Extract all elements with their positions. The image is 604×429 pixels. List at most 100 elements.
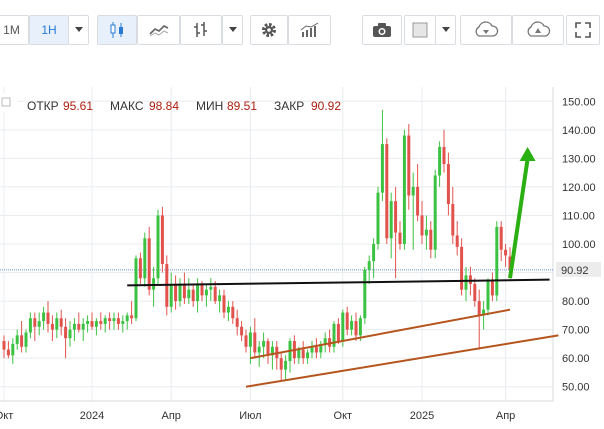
y-tick-label: 50.00 [562, 382, 590, 394]
cloud-download-button[interactable] [460, 15, 512, 45]
candle-body [323, 338, 327, 344]
candle-body [385, 144, 389, 239]
settings-button[interactable] [250, 15, 288, 45]
candle-body [504, 249, 508, 256]
candle-body [464, 275, 468, 290]
candle-body [72, 323, 76, 330]
y-tick-label: 120.00 [562, 182, 596, 194]
x-tick-label: Окт [334, 410, 353, 422]
candle-body [310, 346, 314, 353]
last-price-tag-bg [556, 261, 601, 277]
candle-body [420, 215, 424, 236]
y-tick-label: 130.00 [562, 153, 596, 165]
time-axis: Окт 2024 Апр Июл Окт 2025 Апр [0, 410, 515, 422]
candle-body [363, 269, 367, 319]
bar-chart-button[interactable] [180, 15, 222, 45]
candle-body [152, 278, 156, 290]
screenshot-button[interactable] [362, 15, 402, 45]
candle-body [108, 318, 112, 322]
timeframe-1m-button[interactable]: 1M [0, 15, 29, 45]
y-tick-label: 80.00 [562, 296, 590, 308]
candle-body [336, 323, 340, 342]
y-tick-label: 140.00 [562, 125, 596, 137]
candle-body [380, 144, 384, 193]
candle-body [33, 318, 37, 327]
timeframe-1h-button[interactable]: 1H [29, 15, 69, 45]
candle-body [367, 261, 371, 270]
open-label: ОТКР [27, 99, 59, 113]
open-value: 95.61 [63, 99, 93, 113]
candle-body [231, 306, 235, 319]
candle-body [416, 186, 420, 216]
candle-body [226, 306, 230, 313]
candle-body [147, 238, 151, 290]
candle-body [81, 323, 85, 330]
candle-body [182, 283, 186, 299]
candle-body [253, 332, 257, 353]
fullscreen-icon [575, 22, 591, 38]
candle-body [345, 312, 349, 330]
timeframe-dropdown-button[interactable] [68, 15, 89, 45]
x-tick-label: 2024 [80, 410, 104, 422]
candle-body [77, 323, 81, 330]
candle-body [235, 318, 239, 327]
candles [2, 109, 512, 382]
candle-body [354, 321, 358, 336]
candle-body [301, 349, 305, 359]
trendlines [127, 146, 559, 388]
candle-body [394, 201, 398, 233]
x-tick-label: Июл [239, 410, 261, 422]
candle-body [11, 343, 15, 356]
candle-body [50, 323, 54, 330]
candle-body [204, 289, 208, 296]
price-chart[interactable]: 50.0060.0070.0080.0090.00100.00110.00120… [0, 60, 604, 429]
candle-body [350, 321, 354, 330]
y-tick-label: 60.00 [562, 353, 590, 365]
line-chart-icon [148, 25, 168, 37]
close-value: 90.92 [311, 99, 341, 113]
candle-body [473, 283, 477, 302]
up-arrow-shaft[interactable] [508, 158, 530, 279]
chevron-down-icon [228, 27, 237, 32]
candle-body [446, 164, 450, 205]
candle-body [495, 226, 499, 296]
candle-body [341, 312, 345, 342]
candle-body [508, 256, 512, 270]
low-value: 89.51 [227, 99, 257, 113]
candle-body [411, 186, 415, 196]
candle-body [125, 315, 129, 322]
candle-body [279, 358, 283, 370]
color-picker-button[interactable] [404, 15, 436, 45]
candle-body [486, 281, 490, 310]
candle-body [376, 192, 380, 244]
fullscreen-button[interactable] [566, 15, 600, 45]
cloud-upload-button[interactable] [512, 15, 564, 45]
candle-body [222, 295, 226, 313]
candle-body [389, 201, 393, 239]
candle-body [59, 318, 63, 327]
x-tick-label: Апр [496, 410, 515, 422]
indicators-button[interactable] [288, 15, 331, 45]
candle-body [266, 341, 270, 356]
legend-toggle-icon[interactable] [1, 97, 11, 107]
up-arrow-head[interactable] [519, 146, 536, 161]
candle-body [244, 335, 248, 347]
trendline[interactable] [127, 278, 550, 287]
candle-body [121, 321, 125, 324]
ohlc-bars-icon [194, 22, 207, 37]
trendline[interactable] [250, 308, 511, 360]
chevron-down-icon [74, 27, 83, 32]
color-dropdown-button[interactable] [435, 15, 456, 45]
trendline[interactable] [245, 334, 559, 388]
candle-body [262, 341, 266, 347]
x-tick-label: 2025 [410, 410, 434, 422]
cloud-upload-icon [527, 21, 551, 37]
candle-body [402, 135, 406, 244]
candlestick-chart-button[interactable] [97, 15, 137, 45]
chart-type-dropdown-button[interactable] [222, 15, 243, 45]
candle-body [314, 346, 318, 353]
candle-body [319, 343, 323, 353]
candle-body [86, 321, 90, 324]
line-chart-button[interactable] [137, 15, 180, 45]
price-axis: 50.0060.0070.0080.0090.00100.00110.00120… [562, 96, 596, 393]
